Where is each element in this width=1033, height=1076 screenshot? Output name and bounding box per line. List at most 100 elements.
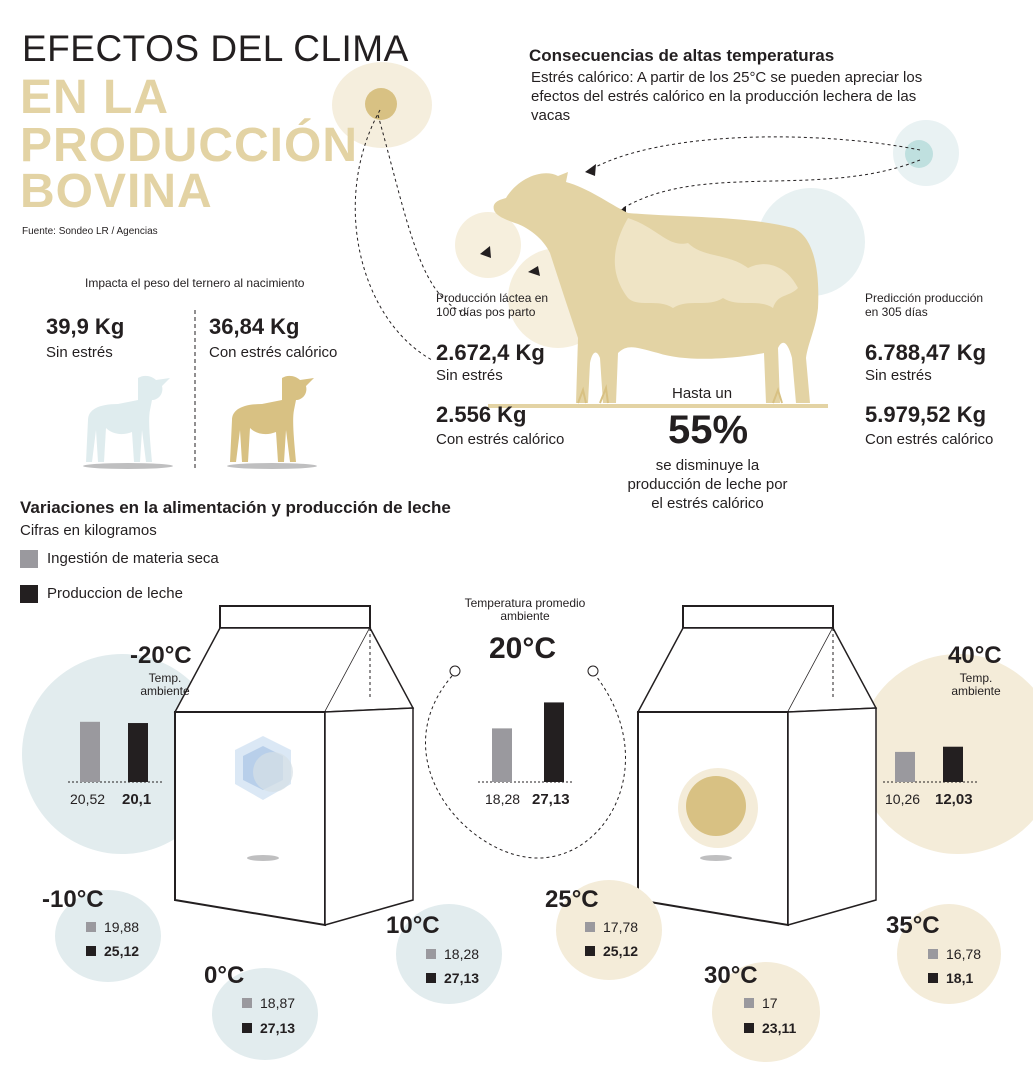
temp-10-label: 10°C: [386, 912, 440, 939]
source-note: Fuente: Sondeo LR / Agencias: [22, 226, 158, 237]
calf-weight-no-stress: 39,9 Kg: [46, 314, 125, 339]
temp-40-sub: Temp. ambiente: [951, 671, 1001, 698]
temp-0-milk-row: 27,13: [242, 1019, 295, 1037]
temp-0-dry-row: 18,87: [242, 994, 295, 1012]
chart-40-milk-value: 12,03: [935, 791, 973, 808]
circle-30: [712, 962, 820, 1062]
milk-carton-cold: [173, 605, 415, 927]
temp-20-label: 20°C: [489, 632, 557, 665]
chart-40-dry-value: 10,26: [885, 791, 921, 807]
milk-swatch: [928, 972, 938, 983]
chart-20-milk-bar: [544, 702, 564, 782]
milk305-stress-label: Con estrés calórico: [865, 431, 994, 448]
dry-swatch: [744, 997, 754, 1008]
milk100-no-stress-label: Sin estrés: [436, 367, 503, 384]
chart-20-milk-value: 27,13: [532, 791, 570, 808]
cold-dot-decoration: [905, 140, 933, 168]
dry-swatch: [426, 948, 436, 959]
temp-35-label: 35°C: [886, 912, 940, 939]
temp-minus20-label: -20°C: [130, 642, 192, 669]
temp-minus10-milk: 25,12: [104, 942, 140, 959]
temp-25-dry-row: 17,78: [585, 918, 638, 936]
temp-25-dry: 17,78: [603, 918, 639, 935]
milk100-stress-label: Con estrés calórico: [436, 431, 565, 448]
dry-swatch: [928, 948, 938, 959]
temp-30-milk: 23,11: [762, 1019, 797, 1036]
cow-warm-circle: [455, 212, 521, 278]
milk100-label: Producción láctea en 100 días pos parto: [436, 291, 549, 319]
temp-minus20-sub: Temp. ambiente: [140, 671, 190, 698]
temp-minus10-milk-row: 25,12: [86, 942, 139, 960]
milk-swatch: [426, 972, 436, 983]
sun-dot-decoration: [365, 88, 397, 120]
legend-dry-swatch: [20, 550, 38, 568]
chart-minus20-dry-bar: [80, 721, 100, 782]
chart-40-dry-bar: [895, 751, 915, 782]
calf-cold-icon: [83, 375, 173, 469]
chart-minus20: [68, 721, 164, 783]
temp-10-dry: 18,28: [444, 945, 480, 962]
temp-10-dry-row: 18,28: [426, 945, 479, 963]
milk305-no-stress-label: Sin estrés: [865, 367, 932, 384]
temp-10-milk: 27,13: [444, 969, 480, 986]
temp-minus10-dry: 19,88: [104, 918, 140, 935]
reduction-value: 55%: [668, 408, 749, 452]
title-line-2: EN LA: [20, 71, 169, 124]
calf-label-no-stress: Sin estrés: [46, 344, 113, 361]
circle-0: [212, 968, 318, 1060]
milk-carton-warm: [636, 605, 878, 927]
temp-10-milk-row: 27,13: [426, 969, 479, 987]
variations-title: Variaciones en la alimentación y producc…: [20, 498, 451, 517]
chart-40-milk-bar: [943, 746, 963, 782]
chart-minus20-milk-value: 20,1: [122, 791, 152, 808]
circle-35: [897, 904, 1001, 1004]
temp-30-dry-row: 17: [744, 994, 778, 1012]
temp-0-milk: 27,13: [260, 1019, 296, 1036]
calf-weight-stress: 36,84 Kg: [209, 314, 300, 339]
milk100-no-stress-value: 2.672,4 Kg: [436, 340, 545, 365]
temp-30-milk-row: 23,11: [744, 1019, 796, 1037]
temp-35-milk: 18,1: [946, 969, 974, 986]
circle-minus10: [55, 890, 161, 982]
milk305-label: Predicción producción en 305 días: [865, 291, 984, 319]
temp-40-label: 40°C: [948, 642, 1002, 669]
temp-25-milk-row: 25,12: [585, 942, 638, 960]
temp-minus10-label: -10°C: [42, 886, 104, 913]
milk-swatch: [585, 945, 595, 956]
reduction-pre: Hasta un: [672, 385, 733, 402]
consequences-text: Estrés calórico: A partir de los 25°C se…: [531, 69, 923, 124]
temp-30-dry: 17: [762, 994, 778, 1011]
temp-0-label: 0°C: [204, 962, 245, 989]
milk305-no-stress-value: 6.788,47 Kg: [865, 340, 987, 365]
chart-20-dry-value: 18,28: [485, 791, 521, 807]
chart-minus20-milk-bar: [128, 723, 148, 782]
temp-25-milk: 25,12: [603, 942, 639, 959]
calf-warm-icon: [227, 375, 317, 469]
temp-35-dry: 16,78: [946, 945, 982, 962]
title-line-1: EFECTOS DEL CLIMA: [22, 28, 409, 69]
milk100-stress-value: 2.556 Kg: [436, 402, 527, 427]
title-line-3: PRODUCCIÓN: [20, 119, 359, 172]
chart-20: [478, 702, 574, 783]
milk-swatch: [744, 1022, 754, 1033]
chart-20-dry-bar: [492, 728, 512, 782]
dry-swatch: [86, 921, 96, 932]
circle-10: [396, 904, 502, 1004]
temp-20-pre: Temperatura promedio ambiente: [464, 596, 586, 623]
legend-dry-label: Ingestión de materia seca: [47, 550, 219, 567]
temp-35-dry-row: 16,78: [928, 945, 981, 963]
cow-illustration: [488, 172, 828, 408]
chart-minus20-dry-value: 20,52: [70, 791, 106, 807]
temp-minus10-dry-row: 19,88: [86, 918, 139, 936]
legend-milk-label: Produccion de leche: [47, 585, 183, 602]
calf-label-stress: Con estrés calórico: [209, 344, 338, 361]
temp-30-label: 30°C: [704, 962, 758, 989]
chart-40: [883, 746, 979, 783]
variations-subtitle: Cifras en kilogramos: [20, 522, 157, 539]
consequences-title: Consecuencias de altas temperaturas: [529, 46, 835, 65]
temp-25-label: 25°C: [545, 886, 599, 913]
reduction-text: se disminuye la producción de leche por …: [627, 457, 788, 512]
milk305-stress-value: 5.979,52 Kg: [865, 402, 987, 427]
dry-swatch: [585, 921, 595, 932]
